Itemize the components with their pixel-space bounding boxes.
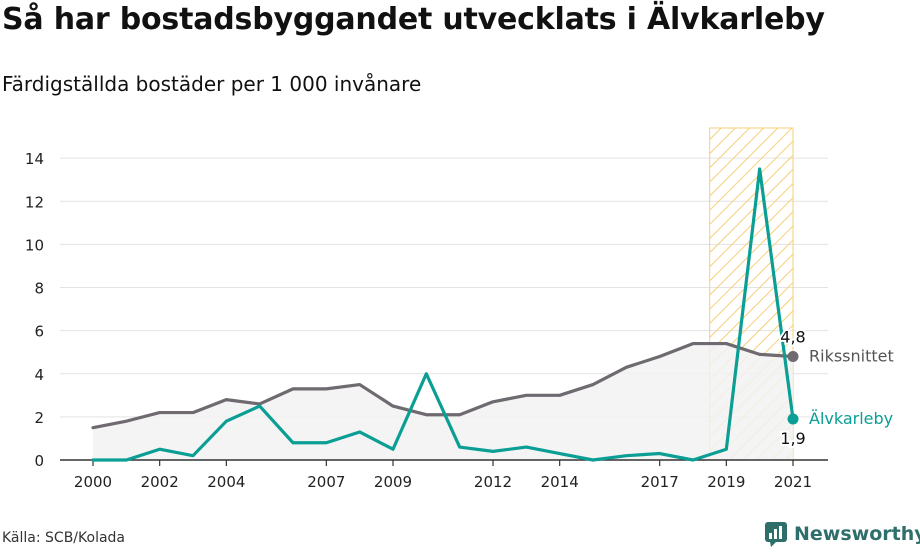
x-tick-label: 2012: [474, 473, 512, 491]
y-tick-label: 14: [25, 150, 44, 168]
average-area: [93, 343, 793, 460]
y-tick-label: 0: [34, 452, 44, 470]
series-label-alvkarleby: Älvkarleby: [809, 409, 893, 428]
end-point-alvkarleby: [787, 413, 799, 425]
end-point-rikssnittet: [787, 351, 799, 363]
series-line-rikssnittet: [91, 341, 795, 430]
series-line-alvkarleby: [91, 167, 795, 462]
y-tick-label: 8: [34, 280, 44, 298]
newsworthy-logo-text: Newsworthy: [794, 523, 920, 545]
value-label-alvkarleby: 1,9: [780, 429, 805, 448]
source-note: Källa: SCB/Kolada: [2, 530, 126, 546]
x-tick-label: 2007: [307, 473, 345, 491]
series-label-rikssnittet: Rikssnittet: [809, 347, 894, 366]
chart-title: Så har bostadsbyggandet utvecklats i Älv…: [2, 2, 825, 37]
y-tick-label: 4: [34, 366, 44, 384]
x-tick-label: 2002: [141, 473, 179, 491]
y-tick-label: 12: [25, 193, 44, 211]
x-tick-label: 2009: [374, 473, 412, 491]
x-tick-label: 2019: [707, 473, 745, 491]
newsworthy-logo: Newsworthy: [764, 520, 920, 548]
x-tick-label: 2017: [641, 473, 679, 491]
y-tick-label: 10: [25, 236, 44, 254]
newsworthy-logo-icon: [765, 522, 787, 547]
value-label-rikssnittet: 4,8: [780, 328, 805, 347]
x-tick-label: 2021: [774, 473, 812, 491]
x-tick-label: 2004: [207, 473, 245, 491]
y-tick-label: 6: [34, 323, 44, 341]
x-tick-label: 2014: [541, 473, 579, 491]
chart-subtitle: Färdigställda bostäder per 1 000 invånar…: [2, 72, 422, 96]
y-tick-label: 2: [34, 409, 44, 427]
x-tick-label: 2000: [74, 473, 112, 491]
